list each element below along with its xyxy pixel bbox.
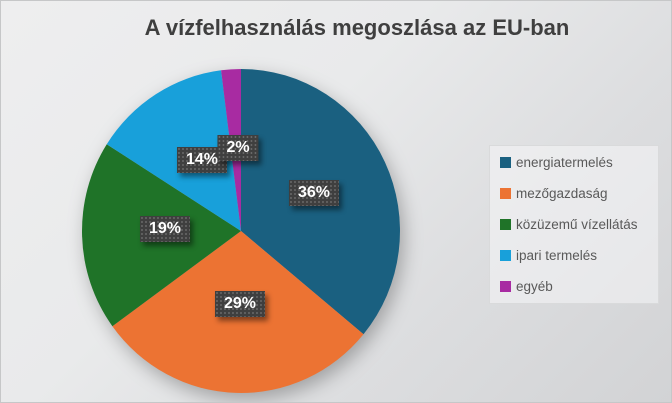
- data-label-mezőgazdaság[interactable]: 29%: [214, 291, 266, 317]
- legend-swatch-icon: [500, 157, 511, 168]
- data-label-energiatermelés[interactable]: 36%: [288, 180, 340, 206]
- legend-swatch-icon: [500, 188, 511, 199]
- legend-label: közüzemű vízellátás: [516, 217, 638, 232]
- data-label-közüzemű-vízellátás[interactable]: 19%: [139, 216, 191, 242]
- legend-label: egyéb: [516, 279, 553, 294]
- legend: energiatermelés mezőgazdaság közüzemű víze…: [489, 145, 659, 304]
- legend-label: mezőgazdaság: [516, 186, 608, 201]
- legend-swatch-icon: [500, 219, 511, 230]
- legend-item-egyéb[interactable]: egyéb: [500, 279, 658, 294]
- legend-item-ipari-termelés[interactable]: ipari termelés: [500, 248, 658, 263]
- legend-swatch-icon: [500, 250, 511, 261]
- legend-item-energiatermelés[interactable]: energiatermelés: [500, 155, 658, 170]
- legend-label: ipari termelés: [516, 248, 598, 263]
- legend-item-mezőgazdaság[interactable]: mezőgazdaság: [500, 186, 658, 201]
- chart-title: A vízfelhasználás megoszlása az EU-ban: [144, 15, 570, 40]
- legend-swatch-icon: [500, 281, 511, 292]
- legend-item-közüzemű-vízellátás[interactable]: közüzemű vízellátás: [500, 217, 658, 232]
- legend-label: energiatermelés: [516, 155, 613, 170]
- pie-slice-ipari-termelés[interactable]: [106, 70, 241, 231]
- data-label-egyéb[interactable]: 2%: [217, 135, 259, 161]
